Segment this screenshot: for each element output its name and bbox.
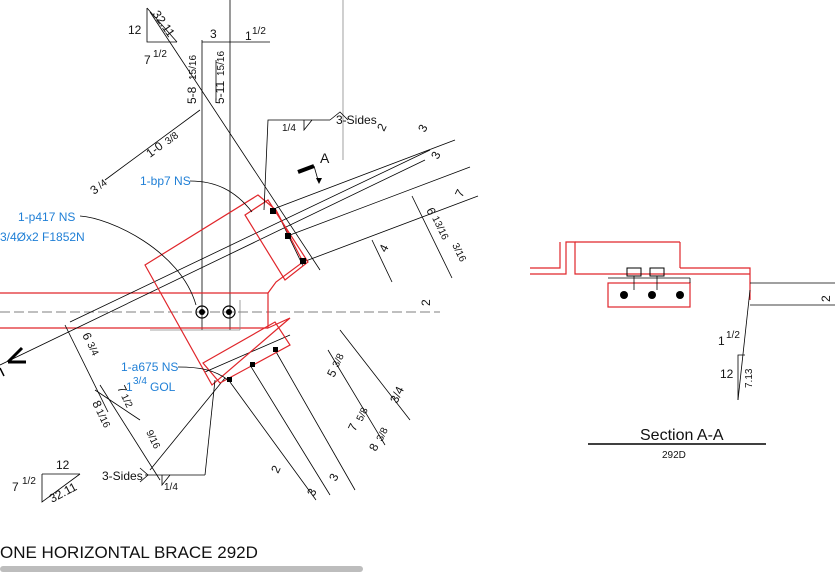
mid-dim-4-frac: 3/8 — [375, 426, 391, 444]
label-a675: 1-a675 NS — [121, 360, 178, 374]
vert-dim-a-frac: 15/16 — [188, 55, 199, 80]
part-labels: 1-bp7 NS 1-p417 NS 3/4Øx2 F1852N 1-a675 … — [0, 174, 253, 394]
bevel-top-run-frac: 1/2 — [153, 49, 167, 60]
top-dimensions: 3 1 1/2 5-8 15/16 5-11 15/16 — [185, 26, 270, 104]
left-dim-1-frac: 3/4 — [84, 340, 100, 358]
label-p417: 1-p417 NS — [18, 210, 75, 224]
section-a-marker: A — [297, 150, 330, 184]
vert-dim-a: 5-8 — [185, 86, 199, 104]
bottom-dim-3: 3 — [326, 471, 342, 483]
bolt-group-bottom — [227, 347, 278, 382]
brace-diagonals — [0, 11, 479, 501]
bottom-dimensions: 2 3 3 — [268, 463, 342, 498]
section-a-a-view: 2 1 1/2 12 7.13 Section A-A 292D — [530, 241, 835, 461]
middle-right-dimensions: 5 3/8 3/4 7 5/8 8 3/8 — [324, 329, 411, 453]
mid-dim-2: 3/4 — [387, 384, 407, 405]
section-bevel-run-frac: 1/2 — [726, 330, 740, 341]
bevel-bottom-hyp: 32.11 — [47, 479, 80, 505]
direction-arrow-icon — [0, 346, 26, 377]
section-marker-label: A — [320, 150, 330, 166]
right-dim-3: 3 — [428, 149, 444, 161]
bolt-group-top — [270, 208, 306, 264]
right-dim-1: 2 — [374, 121, 390, 133]
mid-dim-1-frac: 3/8 — [331, 352, 347, 370]
reference-lines — [201, 0, 344, 330]
label-bp7: 1-bp7 NS — [140, 174, 191, 188]
mid-dim-4-whole: 8 — [366, 441, 382, 453]
bevel-symbol-bottom: 12 7 1/2 32.11 — [12, 458, 81, 506]
section-bevel-hyp: 7.13 — [744, 368, 755, 388]
right-dim-6: 3/16 — [449, 241, 468, 264]
left-dimensions: 6 3/4 7 1/2 8 1/16 9/16 — [64, 324, 162, 451]
bevel-top-rise: 12 — [128, 23, 142, 37]
top-dim-b-frac: 1/2 — [252, 26, 266, 37]
drawing-title: ONE HORIZONTAL BRACE 292D — [0, 543, 258, 562]
label-a675-gol-frac: 3/4 — [133, 376, 147, 387]
weld-bottom-note: 3-Sides — [102, 469, 143, 483]
right-dim-7: 4 — [376, 242, 392, 254]
bevel-symbol-top: 12 7 1/2 32.11 — [128, 8, 178, 67]
label-p417-bolt: 3/4Øx2 F1852N — [0, 230, 85, 244]
weld-top-note: 3-Sides — [336, 113, 377, 127]
right-dimensions: 2 3 3 7 6 13/16 3/16 4 2 — [371, 121, 468, 306]
right-dim-4: 7 — [452, 187, 468, 199]
bevel-bottom-run: 7 — [12, 480, 19, 494]
centerline-dim: 2 — [419, 299, 433, 306]
top-dim-b: 1 — [245, 29, 252, 43]
horizontal-scrollbar[interactable] — [0, 566, 363, 572]
dim-3-frac: /4 — [96, 177, 110, 191]
weld-top-size: 1/4 — [282, 123, 296, 134]
bottom-dim-2: 3 — [304, 486, 320, 498]
bevel-bottom-rise: 12 — [56, 458, 70, 472]
section-dim-a: 2 — [819, 295, 833, 302]
weld-bottom-size: 1/4 — [164, 482, 178, 493]
weld-symbol-top: 1/4 3-Sides — [263, 111, 377, 211]
section-bevel-run: 1 — [718, 334, 725, 348]
bolt-group-left — [195, 305, 236, 319]
bevel-top-hyp: 32.11 — [150, 8, 178, 40]
bottom-dim-1: 2 — [268, 463, 284, 475]
left-dim-4: 9/16 — [143, 428, 162, 451]
vert-dim-b: 5-11 — [213, 81, 227, 104]
left-dim-3-frac: 1/16 — [93, 407, 112, 430]
horizontal-member — [0, 292, 440, 331]
bevel-top-run: 7 — [144, 53, 151, 67]
section-subtitle: 292D — [662, 450, 686, 461]
section-title: Section A-A — [640, 427, 724, 444]
top-dim-a: 3 — [210, 27, 217, 41]
weld-symbol-bottom: 3-Sides 1/4 — [102, 379, 216, 493]
mid-dim-3-whole: 7 — [345, 421, 361, 433]
vert-dim-b-frac: 15/16 — [216, 51, 227, 76]
dim-1-0: 1-0 — [143, 139, 166, 161]
gusset-plate — [144, 194, 309, 386]
bevel-bottom-run-frac: 1/2 — [22, 476, 36, 487]
label-a675-gol-text: GOL — [150, 380, 176, 394]
dim-1-0-frac: 3/8 — [163, 130, 181, 147]
section-bevel-rise: 12 — [720, 367, 734, 381]
label-a675-gol-whole: 1 — [126, 380, 133, 394]
right-dim-2: 3 — [415, 122, 431, 134]
